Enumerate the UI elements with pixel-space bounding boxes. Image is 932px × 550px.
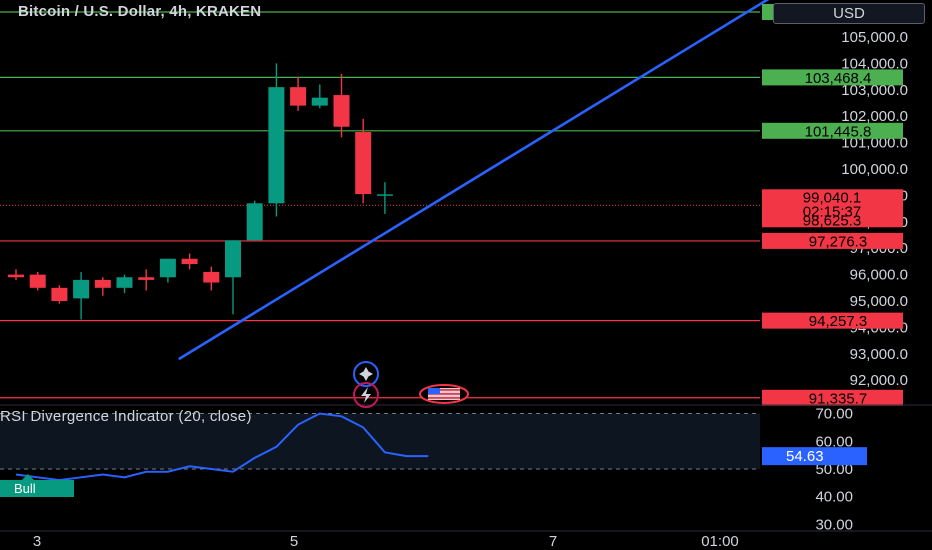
level-price-tag <box>762 312 903 329</box>
candle-bear[interactable] <box>290 87 307 106</box>
price-tick-label: 105,000.0 <box>841 29 908 46</box>
rsi-tick-label: 50.00 <box>815 461 853 478</box>
level-price-label: 94,257.3 <box>809 313 867 330</box>
price-tick-label: 96,000.0 <box>850 267 908 284</box>
price-tick-label: 104,000.0 <box>841 55 908 72</box>
price-tick-label: 95,000.0 <box>850 293 908 310</box>
candle-bear[interactable] <box>333 95 350 127</box>
rsi-tick-label: 40.00 <box>815 489 853 506</box>
candle-bull[interactable] <box>116 277 133 288</box>
level-price-tag <box>762 232 903 249</box>
level-price-tag <box>762 122 903 139</box>
price-tick-label: 92,000.0 <box>850 372 908 389</box>
candle-bull[interactable] <box>225 240 241 278</box>
candle-bull[interactable] <box>376 194 393 196</box>
rsi-tick-label: 60.00 <box>815 433 853 450</box>
candle-series <box>8 63 393 320</box>
candle-bear[interactable] <box>94 279 111 288</box>
candle-bear[interactable] <box>8 274 24 278</box>
rsi-tick-label: 70.00 <box>815 406 853 423</box>
rsi-indicator-title[interactable]: RSI Divergence Indicator (20, close) <box>0 408 252 425</box>
candle-bear[interactable] <box>138 277 155 280</box>
trendline-layer <box>178 0 776 361</box>
time-tick-label: 3 <box>33 533 41 550</box>
rsi-panel: 30.00 40.00 50.00 60.00 70.00 54.63 <box>0 404 932 533</box>
horizontal-levels <box>0 11 760 399</box>
level-price-tag <box>762 389 903 406</box>
bull-divergence-label: Bull <box>0 474 74 497</box>
level-price-label: 103,468.4 <box>805 70 872 87</box>
candle-bear[interactable] <box>29 274 46 288</box>
rsi-value-label: 54.63 <box>786 448 824 465</box>
currency-button[interactable]: USD <box>773 3 925 24</box>
time-axis: 3 5 7 01:00 <box>0 530 932 550</box>
chart-icons <box>353 361 469 408</box>
rsi-band-background <box>0 413 760 469</box>
candle-bull[interactable] <box>311 97 328 106</box>
sparkle-icon[interactable] <box>353 361 379 387</box>
us-flag-icon[interactable] <box>419 384 469 404</box>
trendline[interactable] <box>178 0 776 361</box>
symbol-title: Bitcoin / U.S. Dollar, 4h, KRAKEN <box>18 3 262 20</box>
candle-bear[interactable] <box>181 258 198 265</box>
candle-bull[interactable] <box>159 258 176 278</box>
candle-bear[interactable] <box>51 287 68 302</box>
time-tick-label: 7 <box>549 533 557 550</box>
rsi-line[interactable] <box>15 412 429 482</box>
price-tick-label: 103,000.0 <box>841 82 908 99</box>
previous-close-label: 99,040.1 <box>803 189 861 206</box>
current-price-tag <box>762 189 903 228</box>
level-price-label: 97,276.3 <box>809 233 867 250</box>
price-tick-label: 101,000.0 <box>841 135 908 152</box>
rsi-value-tag <box>762 447 867 466</box>
candle-bear[interactable] <box>355 132 372 195</box>
lightning-icon[interactable] <box>353 382 379 408</box>
candle-bull[interactable] <box>73 279 90 299</box>
rsi-tick-label: 30.00 <box>815 516 853 533</box>
time-tick-label: 01:00 <box>701 533 739 550</box>
level-price-label: 101,445.8 <box>805 123 872 140</box>
bar-countdown-label: 02:15:37 <box>803 203 861 220</box>
price-tick-label: 102,000.0 <box>841 108 908 125</box>
time-tick-label: 5 <box>290 533 298 550</box>
current-price-label: 98,625.3 <box>803 212 861 229</box>
candle-bull[interactable] <box>268 87 285 204</box>
candle-bull[interactable] <box>246 203 263 241</box>
level-price-label: 91,335.7 <box>809 390 867 407</box>
price-tick-label: 93,000.0 <box>850 346 908 363</box>
candle-bear[interactable] <box>203 271 220 283</box>
level-price-tag <box>762 69 903 86</box>
price-tick-label: 100,000.0 <box>841 161 908 178</box>
